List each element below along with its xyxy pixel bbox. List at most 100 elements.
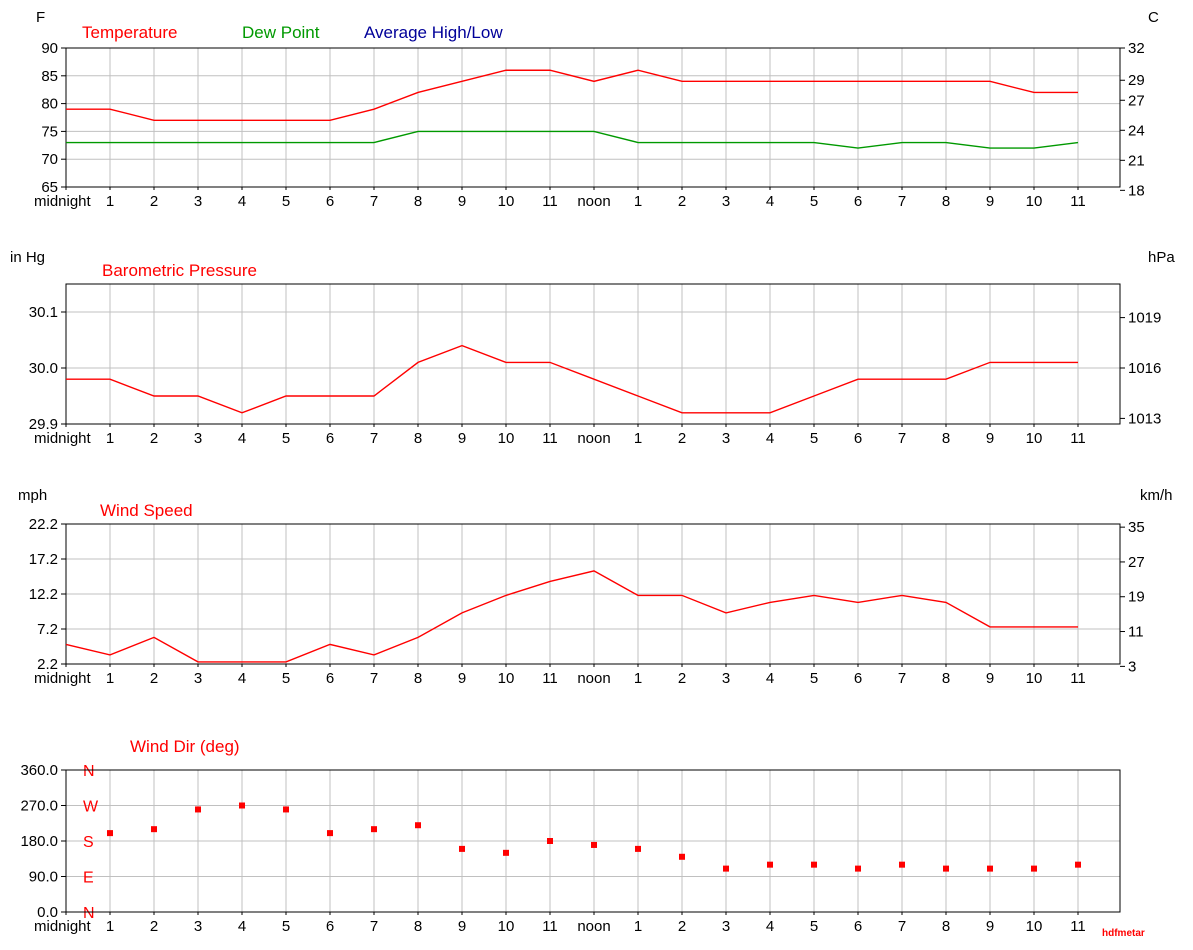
- x-tick-label: 11: [1070, 430, 1086, 447]
- x-tick-label: 9: [458, 430, 466, 447]
- x-tick-label: 10: [498, 430, 515, 447]
- y-tick-label: 30.1: [29, 304, 58, 321]
- data-point: [1075, 861, 1081, 868]
- data-point: [1031, 865, 1037, 872]
- x-tick-label: 11: [1070, 918, 1086, 935]
- x-tick-label: 10: [1026, 918, 1043, 935]
- x-tick-label: 9: [458, 918, 466, 935]
- x-tick-label: midnight: [34, 193, 92, 210]
- x-tick-label: 7: [898, 670, 906, 687]
- x-tick-label: 2: [150, 193, 158, 210]
- x-tick-label: 1: [634, 670, 642, 687]
- data-point: [767, 861, 773, 868]
- x-tick-label: 4: [238, 430, 246, 447]
- x-tick-label: 7: [370, 670, 378, 687]
- x-tick-label: midnight: [34, 670, 92, 687]
- data-point: [503, 849, 509, 856]
- x-tick-label: 7: [898, 193, 906, 210]
- x-tick-label: 8: [414, 670, 422, 687]
- x-tick-label: 10: [1026, 430, 1043, 447]
- x-tick-label: 5: [282, 670, 290, 687]
- x-tick-label: 6: [854, 430, 862, 447]
- left-unit-label: in Hg: [10, 249, 45, 266]
- data-point: [943, 865, 949, 872]
- x-tick-label: 3: [194, 430, 202, 447]
- y-tick-label: 2.2: [37, 656, 58, 673]
- x-tick-label: 3: [722, 193, 730, 210]
- x-tick-label: 10: [498, 670, 515, 687]
- right-unit-label: C: [1148, 9, 1159, 26]
- wind-dir-panel: Wind Dir (deg) 0.0 90.0 180.0 270.0 360.0 N W S…: [20, 737, 1121, 935]
- x-tick-label: 5: [810, 430, 818, 447]
- x-tick-label: 4: [766, 193, 774, 210]
- right-y-tick-label: 1013: [1128, 410, 1161, 427]
- x-tick-label: 2: [678, 918, 686, 935]
- data-point: [151, 826, 157, 833]
- x-tick-label: 1: [634, 918, 642, 935]
- x-tick-label: 6: [854, 670, 862, 687]
- x-tick-label: 8: [942, 430, 950, 447]
- x-tick-label: 9: [986, 193, 994, 210]
- right-y-tick-label: 32: [1128, 40, 1145, 57]
- x-tick-label: 2: [678, 670, 686, 687]
- x-tick-label: 6: [854, 193, 862, 210]
- credit-label: hdfmetar: [1102, 928, 1145, 939]
- x-tick-label: 10: [498, 193, 515, 210]
- y-tick-label: 0.0: [37, 904, 58, 921]
- x-tick-label: 8: [942, 670, 950, 687]
- right-y-tick-label: 3: [1128, 658, 1136, 675]
- right-y-tick-label: 11: [1128, 624, 1144, 641]
- x-tick-label: 1: [106, 670, 114, 687]
- x-tick-label: 3: [194, 670, 202, 687]
- right-y-tick-label: 18: [1128, 182, 1145, 199]
- x-tick-label: 9: [986, 430, 994, 447]
- data-point: [855, 865, 861, 872]
- x-tick-label: 6: [326, 670, 334, 687]
- x-tick-label: 3: [722, 430, 730, 447]
- chart-title: Wind Dir (deg): [130, 737, 240, 756]
- y-tick-label: 29.9: [29, 416, 58, 433]
- right-y-tick-label: 19: [1128, 589, 1145, 606]
- data-point: [547, 838, 553, 844]
- x-tick-label: 4: [238, 918, 246, 935]
- x-tick-label: 9: [986, 918, 994, 935]
- plot-frame: [65, 47, 1121, 188]
- right-unit-label: km/h: [1140, 487, 1173, 504]
- data-point: [723, 865, 729, 872]
- data-point: [415, 822, 421, 829]
- legend-temperature: Temperature: [82, 23, 177, 42]
- x-tick-label: 1: [106, 193, 114, 210]
- x-tick-label: 4: [238, 193, 246, 210]
- x-tick-label: 6: [326, 430, 334, 447]
- data-point: [283, 806, 289, 813]
- data-point: [811, 861, 817, 868]
- series-line: [65, 570, 1078, 663]
- temperature-panel: F C Temperature Dew Point Average High/L…: [34, 9, 1159, 210]
- y-tick-label: 17.2: [29, 551, 58, 568]
- x-tick-label: 1: [634, 430, 642, 447]
- right-y-tick-label: 24: [1128, 122, 1145, 139]
- x-tick-label: 3: [722, 670, 730, 687]
- legend-dew-point: Dew Point: [242, 23, 320, 42]
- x-tick-label: noon: [577, 918, 610, 935]
- x-tick-label: 2: [150, 670, 158, 687]
- x-tick-label: 5: [810, 670, 818, 687]
- x-tick-label: 8: [414, 918, 422, 935]
- x-tick-label: 4: [766, 430, 774, 447]
- data-point: [195, 806, 201, 813]
- y-tick-label: 90.0: [29, 869, 58, 886]
- right-y-tick-label: 1019: [1128, 310, 1161, 327]
- x-tick-label: 11: [1070, 670, 1086, 687]
- x-tick-label: 11: [542, 918, 558, 935]
- data-point: [899, 861, 905, 868]
- series-line: [66, 69, 1078, 121]
- x-tick-label: 6: [854, 918, 862, 935]
- pressure-panel: in Hg hPa Barometric Pressure 29.9 30.0 30…: [10, 249, 1175, 447]
- series-line: [66, 130, 1079, 149]
- y-tick-label: 70: [41, 151, 58, 168]
- data-point: [371, 826, 377, 833]
- data-point: [459, 845, 465, 852]
- y-tick-label: 270.0: [20, 798, 58, 815]
- compass-label: E: [83, 870, 94, 887]
